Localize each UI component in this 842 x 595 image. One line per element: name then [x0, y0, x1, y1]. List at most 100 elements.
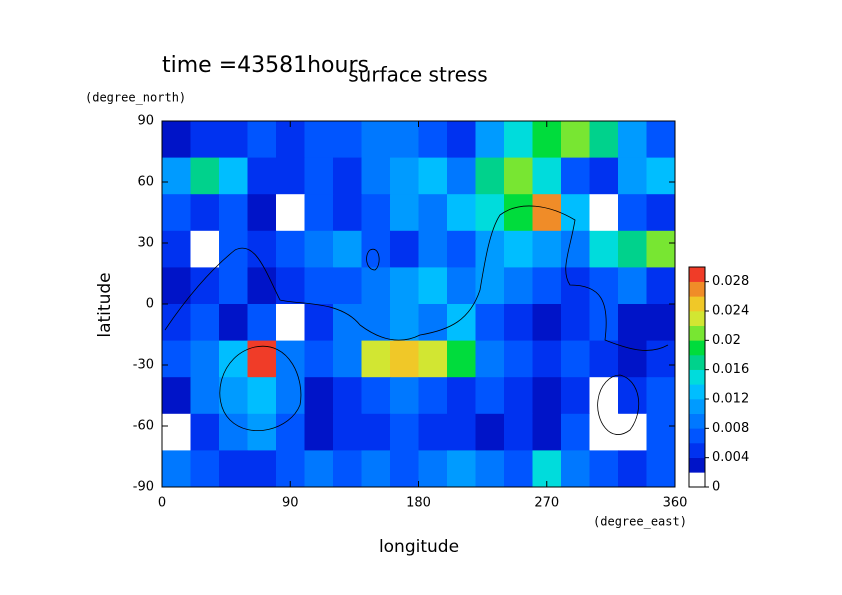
heatmap-cell — [646, 340, 676, 378]
heatmap-cell — [190, 450, 220, 488]
x-axis-label: longitude — [379, 537, 459, 557]
heatmap-cell — [418, 194, 448, 232]
y-tick-label: 90 — [137, 114, 154, 129]
heatmap-cell — [475, 340, 505, 378]
heatmap-cell — [162, 377, 191, 415]
heatmap-cell — [589, 413, 619, 451]
heatmap-cell — [162, 121, 191, 159]
heatmap-cell — [532, 194, 562, 232]
heatmap-cell — [276, 340, 305, 378]
heatmap-cell — [304, 413, 334, 451]
heatmap-cell — [361, 450, 391, 488]
colorbar-band — [689, 428, 705, 444]
heatmap-cell — [418, 340, 448, 378]
heatmap-cell — [276, 194, 305, 232]
colorbar-band — [689, 355, 705, 370]
colorbar-band — [689, 281, 705, 297]
heatmap-cell — [561, 340, 590, 378]
x-tick-label: 180 — [406, 496, 431, 511]
x-units: (degree_east) — [593, 515, 687, 529]
coastline — [164, 205, 669, 351]
heatmap-cell — [589, 230, 619, 268]
heatmap-cell — [361, 413, 391, 451]
heatmap-cell — [390, 121, 419, 159]
heatmap-cell — [589, 121, 619, 159]
heatmap-cell — [646, 377, 676, 415]
heatmap-cell — [219, 194, 248, 232]
colorbar-frame — [688, 266, 706, 488]
heatmap-cell — [162, 413, 191, 451]
heatmap-cell — [618, 194, 647, 232]
coastline — [597, 374, 639, 435]
heatmap-cell — [504, 230, 533, 268]
heatmap-cell — [304, 377, 334, 415]
heatmap-cell — [475, 413, 505, 451]
heatmap-cell — [561, 157, 590, 195]
heatmap-cell — [646, 230, 676, 268]
y-tick-label: 0 — [146, 297, 154, 312]
heatmap-cell — [304, 340, 334, 378]
colorbar-band — [689, 311, 705, 326]
heatmap-cell — [561, 413, 590, 451]
heatmap-cell — [475, 194, 505, 232]
heatmap-cell — [532, 230, 562, 268]
heatmap-cell — [504, 304, 533, 342]
heatmap-cell — [304, 121, 334, 159]
x-tick-label: 0 — [158, 496, 166, 511]
heatmap-cell — [475, 450, 505, 488]
heatmap-cell — [190, 121, 220, 159]
heatmap-cell — [504, 340, 533, 378]
heatmap-cell — [646, 304, 676, 342]
heatmap-cell — [618, 267, 647, 305]
heatmap-cell — [561, 194, 590, 232]
y-tick-label: -90 — [133, 480, 154, 495]
heatmap-cell — [390, 413, 419, 451]
heatmap-cell — [333, 413, 362, 451]
colorbar-band — [689, 325, 705, 341]
heatmap-cell — [418, 413, 448, 451]
heatmap-cell — [162, 304, 191, 342]
heatmap-cell — [190, 304, 220, 342]
x-tick-label: 270 — [534, 496, 559, 511]
heatmap-cell — [304, 267, 334, 305]
heatmap-cell — [561, 267, 590, 305]
heatmap-cell — [219, 450, 248, 488]
heatmap-cell — [219, 304, 248, 342]
heatmap-cell — [418, 304, 448, 342]
heatmap-cell — [618, 450, 647, 488]
heatmap-cell — [561, 450, 590, 488]
heatmap-cell — [190, 413, 220, 451]
colorbar-tick-label: 0.028 — [712, 274, 749, 289]
heatmap-cell — [646, 121, 676, 159]
heatmap-cell — [447, 121, 476, 159]
heatmap-cell — [333, 304, 362, 342]
colorbar-band — [689, 413, 705, 429]
heatmap-cell — [532, 121, 562, 159]
heatmap-cell — [276, 413, 305, 451]
colorbar-band — [689, 296, 705, 312]
heatmap-cell — [589, 340, 619, 378]
colorbar-band — [689, 399, 705, 414]
heatmap-cell — [361, 157, 391, 195]
heatmap-cell — [475, 230, 505, 268]
colorbar: 0 0.004 0.008 0.012 0.016 0.02 0.024 0.028 — [688, 266, 749, 495]
heatmap-cell — [532, 413, 562, 451]
heatmap-cell — [504, 267, 533, 305]
heatmap-cell — [504, 450, 533, 488]
heatmap-cell — [361, 377, 391, 415]
heatmap-cell — [390, 157, 419, 195]
heatmap-cell — [219, 230, 248, 268]
heatmap-cell — [247, 194, 277, 232]
heatmap-cell — [447, 157, 476, 195]
colorbar-tick-label: 0.016 — [712, 362, 749, 377]
heatmap-cell — [447, 194, 476, 232]
colorbar-tick-label: 0.02 — [712, 333, 741, 348]
heatmap-cell — [333, 377, 362, 415]
heatmap-cell — [447, 267, 476, 305]
coastlines — [164, 205, 669, 435]
heatmap-cell — [276, 157, 305, 195]
colorbar-band — [689, 457, 705, 473]
heatmap-cell — [361, 194, 391, 232]
heatmap-cell — [162, 157, 191, 195]
